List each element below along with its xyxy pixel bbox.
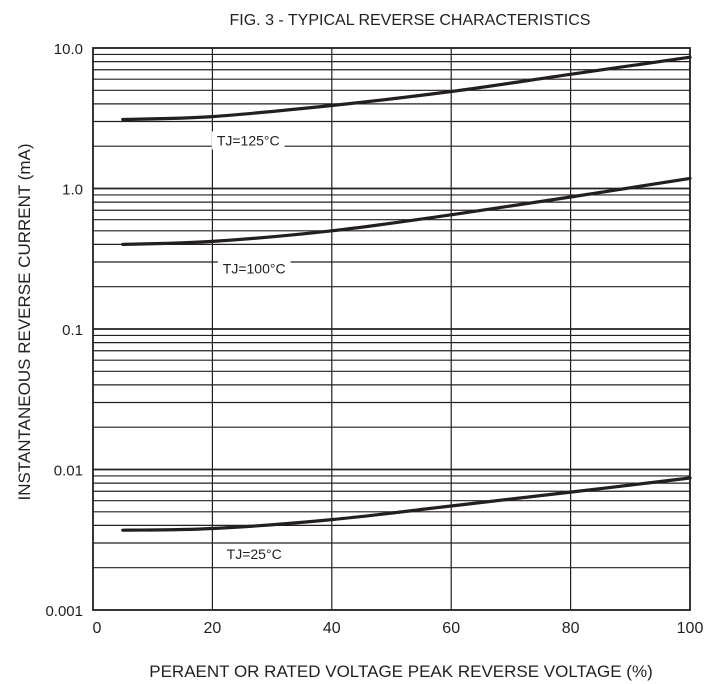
curve-label-2: TJ=25°C [227,546,282,562]
curve-labels: TJ=125°C TJ=100°C TJ=25°C [211,131,291,564]
plot-grid [92,47,691,611]
curve-line-1 [121,176,692,246]
y-tick-label: 10.0 [54,41,83,58]
curve-label-0: TJ=125°C [217,132,280,148]
x-tick-label: 60 [442,620,460,637]
chart-title: FIG. 3 - TYPICAL REVERSE CHARACTERISTICS [230,12,591,29]
x-tick-label: 0 [93,620,102,637]
x-tick-labels: 0 20 40 60 80 100 [93,620,704,637]
curve-label-1: TJ=100°C [223,260,286,276]
x-tick-label: 20 [204,620,222,637]
curve-label-bg [217,259,291,278]
y-tick-label: 1.0 [62,182,83,199]
x-tick-label: 100 [677,620,704,637]
x-tick-label: 40 [323,620,341,637]
curves [121,55,692,532]
curve-label-bg [221,545,287,564]
x-tick-label: 80 [562,620,580,637]
y-axis-label: INSTANTANEOUS REVERSE CURRENT (mA) [15,143,34,500]
curve-line-2 [121,476,692,532]
x-axis-label: PERAENT OR RATED VOLTAGE PEAK REVERSE VO… [149,662,653,681]
y-tick-label: 0.01 [54,463,83,480]
y-tick-labels: 0.001 0.01 0.1 1.0 10.0 [45,41,83,620]
plot-frame [92,47,691,611]
curve-line-0 [121,55,692,122]
curve-label-bg [211,131,285,150]
y-tick-label: 0.1 [62,322,83,339]
y-tick-label: 0.001 [45,603,83,620]
